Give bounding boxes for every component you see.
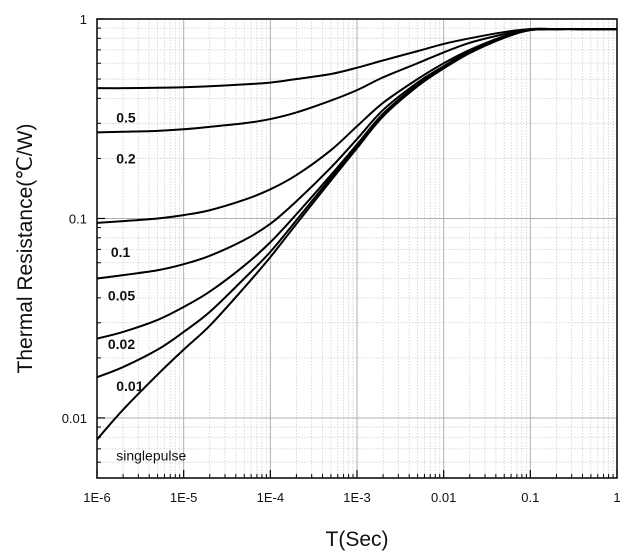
tick-labels: 1E-6 1E-5 1E-4 1E-3 0.01 0.1 1 0.01 0.1 1 — [62, 12, 621, 505]
axis-ticks — [96, 18, 618, 478]
y-axis-title: Thermal Resistance(℃/W) — [14, 124, 37, 374]
series-label-0.05: 0.05 — [108, 288, 135, 304]
x-tick-label: 0.1 — [521, 490, 539, 505]
x-tick-label: 1 — [613, 490, 620, 505]
y-tick-label: 1 — [80, 12, 87, 27]
curve-labels: 0.5 0.2 0.1 0.05 0.02 0.01 singlepulse — [108, 110, 187, 464]
x-tick-label: 0.01 — [431, 490, 456, 505]
x-tick-label: 1E-3 — [343, 490, 370, 505]
series-line-singlepulse — [96, 28, 617, 441]
series-label-singlepulse: singlepulse — [116, 447, 186, 463]
series-label-0.02: 0.02 — [108, 336, 135, 352]
series-label-0.1: 0.1 — [111, 244, 131, 260]
x-tick-label: 1E-6 — [83, 490, 110, 505]
x-tick-label: 1E-5 — [170, 490, 197, 505]
series-label-0.2: 0.2 — [116, 150, 136, 166]
y-tick-label: 0.1 — [69, 211, 87, 226]
series-curves — [96, 27, 617, 441]
x-tick-label: 1E-4 — [257, 490, 284, 505]
series-label-0.5: 0.5 — [116, 110, 136, 126]
series-label-0.01: 0.01 — [116, 378, 143, 394]
x-axis-title: T(Sec) — [326, 528, 389, 551]
y-tick-label: 0.01 — [62, 411, 87, 426]
